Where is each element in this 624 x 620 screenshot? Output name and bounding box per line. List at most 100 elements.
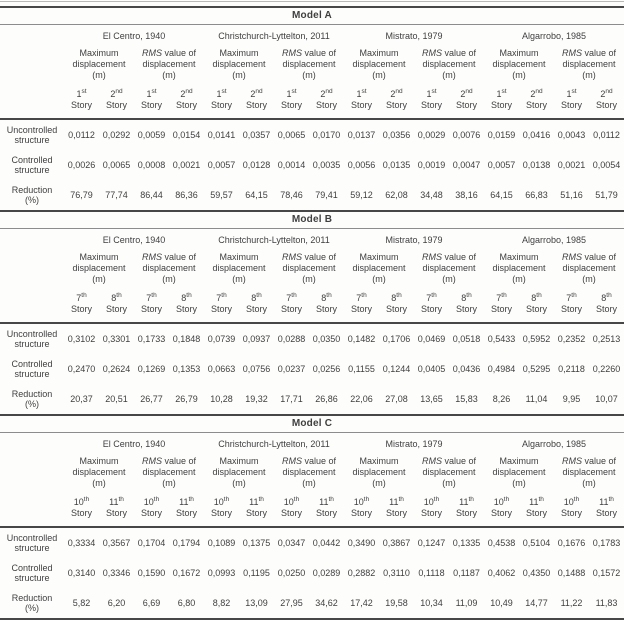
corner-cell	[0, 25, 64, 46]
value-cell: 0,0043	[557, 130, 586, 140]
value-cell: 0,0250	[277, 568, 306, 578]
story-number: 1	[216, 89, 222, 99]
max-displacement-label: Maximum displacement (m)	[492, 456, 546, 488]
data-grid: El Centro, 1940 Christchurch-Lyttelton, 2…	[0, 229, 624, 414]
value-cell: 86,36	[175, 190, 198, 200]
table-body: Uncontrolled structure 0,3102 0,3301 0,1733 0…	[0, 323, 624, 414]
ordinal-suffix: th	[256, 292, 262, 299]
value-cell: 34,62	[315, 598, 338, 608]
value-cell: 0,1590	[137, 568, 166, 578]
ordinal-suffix: th	[396, 292, 402, 299]
rms-displacement-header: RMS value of displacement (m)	[414, 46, 484, 89]
story-number: 2	[320, 89, 326, 99]
ordinal-suffix: th	[606, 292, 612, 299]
rms-displacement-header: RMS value of displacement (m)	[134, 250, 204, 293]
table-title: Model B	[0, 212, 624, 229]
story-header: 1st Story	[134, 88, 169, 119]
story-header: 8th Story	[379, 292, 414, 323]
value-cell: 0,0112	[593, 130, 620, 140]
story-ordinal: 2nd	[449, 88, 484, 100]
story-number: 11	[389, 497, 399, 507]
value-cell: 0,0008	[137, 160, 166, 170]
value-cell: 0,0019	[417, 160, 446, 170]
story-number: 2	[110, 89, 116, 99]
max-displacement-header: Maximum displacement (m)	[64, 250, 134, 293]
ordinal-suffix: nd	[395, 88, 403, 95]
ordinal-suffix: th	[293, 496, 300, 503]
row-label: Controlled structure	[0, 150, 64, 180]
value-cell: 0,0993	[207, 568, 236, 578]
story-word: Story	[315, 507, 337, 518]
max-displacement-header: Maximum displacement (m)	[484, 250, 554, 293]
row-label-line1: Uncontrolled	[6, 125, 58, 135]
story-header: 7th Story	[344, 292, 379, 323]
story-number: 1	[426, 89, 432, 99]
story-ordinal: 7th	[64, 292, 99, 304]
story-ordinal: 2nd	[379, 88, 414, 100]
story-number: 2	[250, 89, 256, 99]
rms-displacement-header: RMS value of displacement (m)	[554, 454, 624, 497]
value-cell: 0,0128	[242, 160, 271, 170]
value-cell: 27,08	[385, 394, 408, 404]
story-ordinal: 1st	[344, 88, 379, 100]
ordinal-suffix: th	[118, 496, 124, 503]
story-number: 7	[496, 293, 502, 303]
story-number: 7	[146, 293, 152, 303]
story-word: Story	[525, 507, 547, 518]
ordinal-suffix: th	[608, 496, 614, 503]
value-cell: 0,2624	[102, 364, 131, 374]
earthquake-header: Algarrobo, 1985	[521, 439, 587, 449]
story-word: Story	[350, 99, 372, 110]
value-cell: 0,0138	[522, 160, 551, 170]
value-cell: 0,2882	[347, 568, 376, 578]
value-cell: 11,04	[525, 394, 548, 404]
story-header: 10th Story	[344, 496, 379, 527]
ordinal-suffix: st	[291, 88, 297, 95]
value-cell: 0,0057	[207, 160, 236, 170]
max-displacement-label: Maximum displacement (m)	[352, 48, 406, 80]
value-cell: 0,0289	[312, 568, 341, 578]
story-ordinal: 11th	[239, 496, 274, 508]
rms-abbr: RMS	[561, 456, 582, 466]
story-header: 7th Story	[554, 292, 589, 323]
rms-label-rest: value of displacement (m)	[562, 252, 617, 284]
story-word: Story	[420, 99, 442, 110]
story-ordinal: 2nd	[169, 88, 204, 100]
story-word: Story	[280, 303, 302, 314]
value-cell: 0,3867	[382, 538, 411, 548]
rms-abbr: RMS	[281, 456, 302, 466]
ordinal-suffix: nd	[535, 88, 543, 95]
story-ordinal: 7th	[274, 292, 309, 304]
max-displacement-label: Maximum displacement (m)	[72, 456, 126, 488]
value-cell: 0,1335	[452, 538, 481, 548]
ordinal-suffix: th	[468, 496, 474, 503]
ordinal-suffix: th	[221, 292, 227, 299]
table-title: Model A	[0, 8, 624, 25]
value-cell: 0,1783	[592, 538, 621, 548]
story-number: 7	[426, 293, 432, 303]
story-word: Story	[525, 303, 547, 314]
story-number: 7	[356, 293, 362, 303]
story-ordinal: 11th	[589, 496, 624, 508]
story-number: 8	[181, 293, 187, 303]
row-label-line2: structure	[14, 369, 50, 379]
max-displacement-label: Maximum displacement (m)	[72, 252, 126, 284]
story-word: Story	[560, 99, 582, 110]
max-displacement-header: Maximum displacement (m)	[484, 46, 554, 89]
rms-label-rest: value of displacement (m)	[422, 252, 477, 284]
max-displacement-header: Maximum displacement (m)	[344, 454, 414, 497]
rms-displacement-header: RMS value of displacement (m)	[134, 454, 204, 497]
earthquake-row: El Centro, 1940 Christchurch-Lyttelton, 2…	[0, 25, 624, 46]
ordinal-suffix: nd	[185, 88, 193, 95]
story-ordinal: 11th	[519, 496, 554, 508]
value-cell: 6,80	[177, 598, 196, 608]
value-cell: 0,3567	[102, 538, 131, 548]
table-row: Controlled structure 0,3140 0,3346 0,1590 0,1…	[0, 558, 624, 588]
value-cell: 0,1848	[172, 334, 201, 344]
story-word: Story	[385, 303, 407, 314]
story-number: 2	[530, 89, 536, 99]
story-ordinal: 8th	[309, 292, 344, 304]
value-cell: 0,0054	[592, 160, 621, 170]
value-cell: 0,1706	[382, 334, 411, 344]
